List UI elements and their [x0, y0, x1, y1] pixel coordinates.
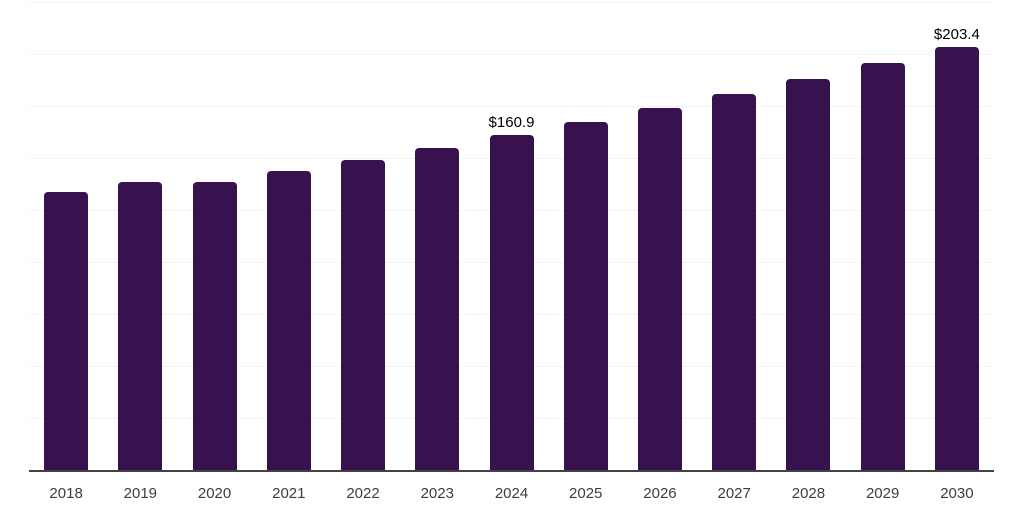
- bar-2024[interactable]: [489, 135, 534, 470]
- x-tick-label-2025: 2025: [569, 485, 603, 502]
- bar-2030[interactable]: [934, 46, 979, 470]
- bar-2025[interactable]: [563, 121, 608, 470]
- x-tick-label-2030: 2030: [940, 485, 974, 502]
- x-tick-label-2029: 2029: [865, 485, 900, 502]
- x-tick-label-2027: 2027: [717, 485, 751, 502]
- bar-2026[interactable]: [637, 108, 682, 470]
- x-tick-label-2022: 2022: [346, 485, 380, 502]
- data-label-2030: $203.4: [933, 25, 980, 43]
- x-tick-label-2026: 2026: [643, 485, 677, 502]
- bar-2027[interactable]: [712, 93, 757, 470]
- bar-2020[interactable]: [192, 181, 237, 470]
- x-tick-label-2021: 2021: [272, 485, 306, 502]
- bar-2021[interactable]: [266, 170, 311, 470]
- bar-2022[interactable]: [341, 159, 386, 470]
- data-label-2024: $160.9: [488, 114, 535, 132]
- x-tick-label-2019: 2019: [123, 485, 158, 502]
- gridline-175: [29, 106, 994, 107]
- bar-2023[interactable]: [415, 148, 460, 470]
- gridline-200: [29, 54, 994, 55]
- x-tick-label-2024: 2024: [494, 485, 529, 502]
- bar-2018[interactable]: [44, 191, 89, 470]
- x-axis-line: [29, 470, 994, 472]
- bar-2029[interactable]: [860, 63, 905, 470]
- x-tick-label-2023: 2023: [420, 485, 454, 502]
- x-tick-label-2020: 2020: [197, 485, 232, 502]
- x-tick-label-2028: 2028: [791, 485, 826, 502]
- x-tick-label-2018: 2018: [49, 485, 83, 502]
- bar-2028[interactable]: [786, 78, 831, 470]
- bar-2019[interactable]: [118, 181, 163, 470]
- gridline-225: [29, 2, 994, 3]
